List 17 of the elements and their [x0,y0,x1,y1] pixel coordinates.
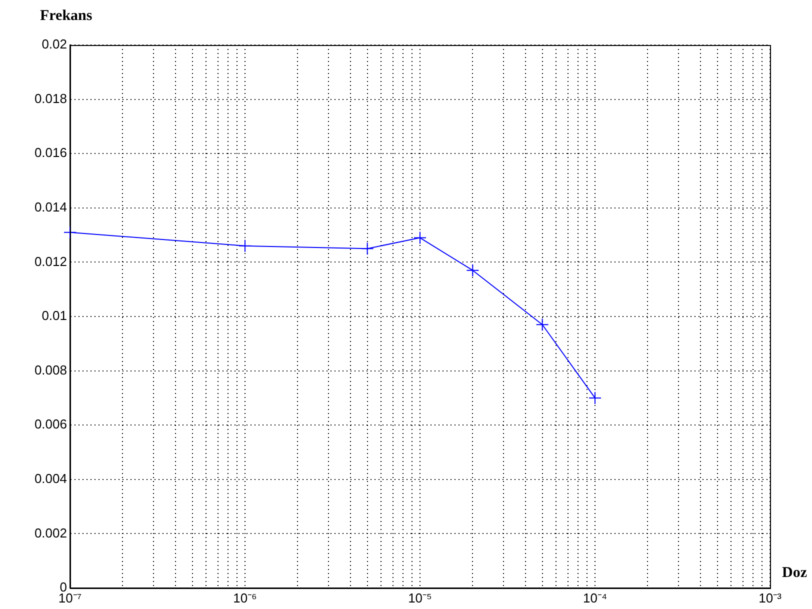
y-tick-label: 0.01 [42,308,67,324]
y-axis-title: Frekans [40,8,92,25]
x-axis-title: Doz [782,565,807,582]
x-tick-label: 10⁻⁴ [582,590,608,606]
y-tick-label: 0.012 [34,254,67,269]
x-tick-label: 10⁻³ [758,590,782,606]
y-tick-label: 0.014 [34,199,67,214]
y-tick-label: 0.008 [34,362,67,378]
y-tick-label: 0.016 [34,145,67,160]
y-tick-label: 0.006 [34,416,67,432]
x-tick-label: 10⁻⁵ [408,590,432,606]
y-tick-label: 0.002 [34,525,67,540]
y-tick-label: 0.018 [34,90,67,106]
y-tick-label: 0.004 [34,470,67,486]
y-tick-label: 0.02 [42,36,67,52]
y-tick-label: 0 [60,580,67,595]
x-tick-label: 10⁻⁶ [233,590,257,606]
